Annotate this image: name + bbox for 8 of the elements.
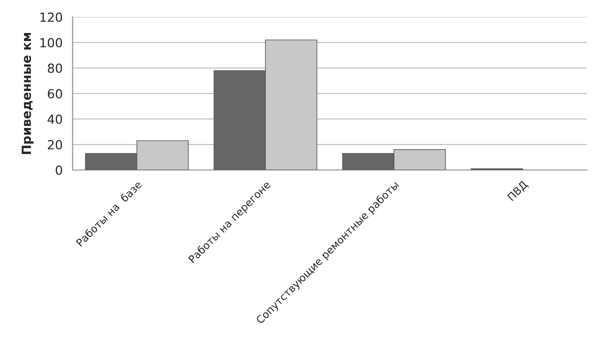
y-tick-label: 100: [40, 38, 62, 48]
y-tick-label: 0: [56, 165, 62, 175]
y-tick-label: 60: [48, 88, 62, 98]
y-tick-label: 120: [40, 12, 62, 22]
y-tick-label: 80: [48, 63, 62, 73]
y-tick-label: 40: [48, 114, 62, 124]
y-axis-title: Приведенные км: [22, 32, 34, 154]
y-tick-label: 20: [48, 140, 62, 150]
